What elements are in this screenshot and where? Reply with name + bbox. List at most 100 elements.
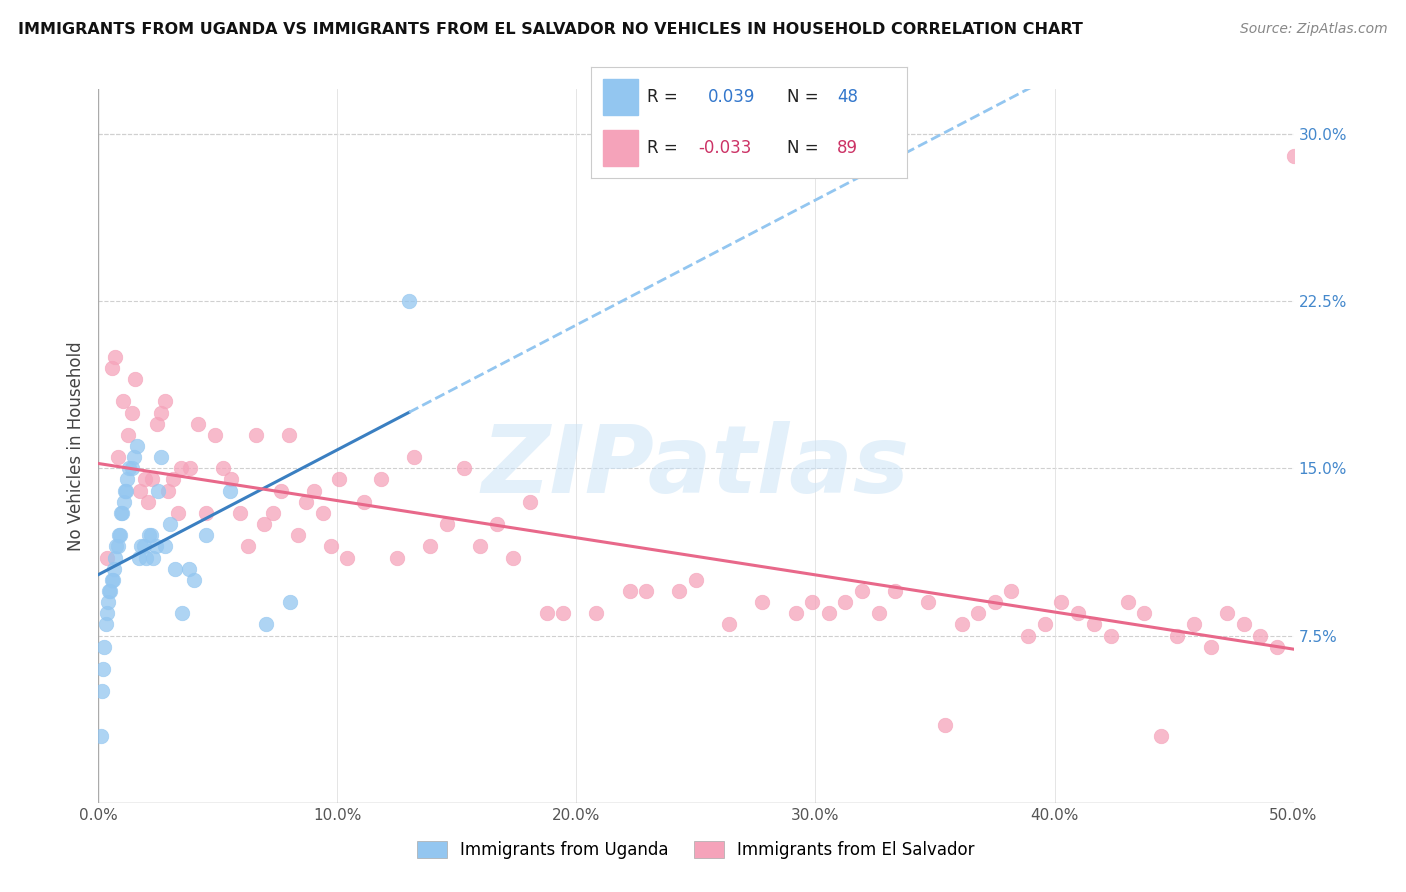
Point <box>159 516 181 531</box>
Point <box>108 528 131 542</box>
Point <box>636 583 658 598</box>
Point <box>336 550 359 565</box>
Point <box>917 595 939 609</box>
Point <box>287 528 309 542</box>
Bar <box>603 130 638 166</box>
Text: 48: 48 <box>838 88 858 106</box>
Point <box>402 450 425 464</box>
Text: 89: 89 <box>838 139 858 157</box>
Text: R =: R = <box>647 88 678 106</box>
Point <box>97 595 120 609</box>
Point <box>115 483 138 498</box>
Point <box>1067 607 1090 621</box>
Point <box>470 539 492 553</box>
Point <box>138 528 160 542</box>
Point <box>884 583 907 598</box>
Point <box>121 461 143 475</box>
Point <box>91 684 114 698</box>
Text: Source: ZipAtlas.com: Source: ZipAtlas.com <box>1240 22 1388 37</box>
Point <box>132 539 155 553</box>
Point <box>103 562 125 576</box>
Point <box>254 617 277 632</box>
Point <box>114 483 136 498</box>
Point <box>295 494 318 508</box>
Point <box>718 617 741 632</box>
Point <box>1017 628 1039 642</box>
Point <box>110 506 132 520</box>
Point <box>167 506 190 520</box>
Point <box>278 595 301 609</box>
Point <box>118 461 141 475</box>
Point <box>96 607 118 621</box>
Point <box>311 506 333 520</box>
Point <box>1116 595 1139 609</box>
Point <box>163 562 186 576</box>
Point <box>157 483 180 498</box>
Point <box>219 483 242 498</box>
Point <box>134 472 156 486</box>
Point <box>101 573 124 587</box>
Point <box>195 528 218 542</box>
Point <box>1000 583 1022 598</box>
Point <box>96 550 118 565</box>
Point <box>111 506 134 520</box>
Point <box>107 450 129 464</box>
Point <box>536 607 558 621</box>
Text: -0.033: -0.033 <box>697 139 751 157</box>
Point <box>817 607 839 621</box>
Point <box>136 494 159 508</box>
Point <box>153 394 176 409</box>
Text: IMMIGRANTS FROM UGANDA VS IMMIGRANTS FROM EL SALVADOR NO VEHICLES IN HOUSEHOLD C: IMMIGRANTS FROM UGANDA VS IMMIGRANTS FRO… <box>18 22 1083 37</box>
Point <box>1133 607 1156 621</box>
Point <box>131 539 153 553</box>
Point <box>270 483 292 498</box>
Point <box>121 405 143 419</box>
Point <box>419 539 441 553</box>
Point <box>187 417 209 431</box>
Point <box>751 595 773 609</box>
Point <box>801 595 824 609</box>
Point <box>245 427 267 442</box>
Point <box>1166 628 1188 642</box>
Point <box>228 506 250 520</box>
Point <box>319 539 342 553</box>
Text: N =: N = <box>787 139 818 157</box>
Point <box>1249 628 1271 642</box>
Point <box>100 360 122 375</box>
Point <box>1233 617 1256 632</box>
Point <box>398 293 420 308</box>
Text: 0.039: 0.039 <box>707 88 755 106</box>
Point <box>212 461 235 475</box>
Point <box>124 450 146 464</box>
Point <box>353 494 375 508</box>
Point <box>385 550 409 565</box>
Point <box>519 494 541 508</box>
Point <box>219 472 242 486</box>
Point <box>105 539 128 553</box>
Point <box>125 439 148 453</box>
Point <box>436 516 458 531</box>
Point <box>172 607 194 621</box>
Point <box>150 405 173 419</box>
Point <box>155 539 177 553</box>
Point <box>179 562 201 576</box>
Point <box>1150 729 1173 743</box>
Point <box>128 550 150 565</box>
Point <box>868 607 890 621</box>
Point <box>1182 617 1205 632</box>
Point <box>112 394 135 409</box>
Point <box>112 494 135 508</box>
Point <box>1199 640 1222 654</box>
Point <box>142 550 165 565</box>
Point <box>117 427 139 442</box>
Point <box>94 617 117 632</box>
Point <box>115 472 138 486</box>
Point <box>967 607 990 621</box>
Point <box>253 516 276 531</box>
Text: N =: N = <box>787 88 818 106</box>
Point <box>1265 640 1288 654</box>
Point <box>124 372 146 386</box>
Point <box>934 717 956 731</box>
Point <box>145 539 167 553</box>
Bar <box>603 79 638 115</box>
